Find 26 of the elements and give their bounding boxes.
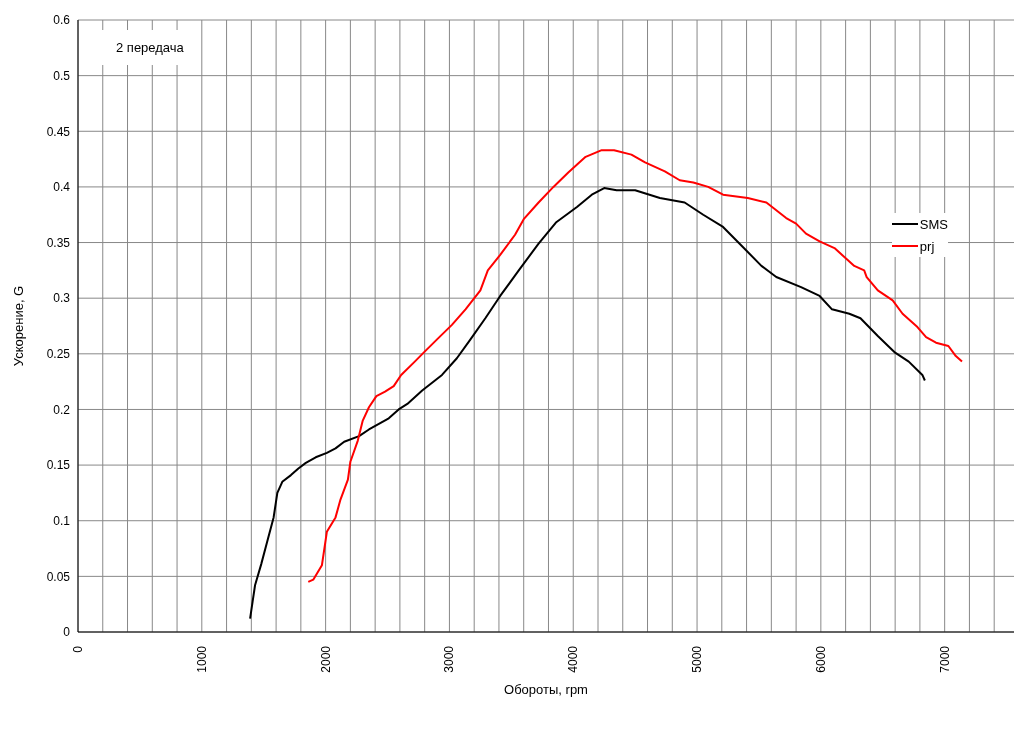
x-tick-label: 7000	[937, 645, 952, 673]
text: 2 передача	[100, 30, 200, 65]
x-tick-label: 3000	[442, 645, 457, 673]
x-tick-label: 6000	[813, 645, 828, 673]
y-tick-label: 0.2	[53, 402, 71, 417]
y-tick-label: 0.15	[46, 458, 71, 473]
y-tick-label: 0.6	[53, 13, 71, 28]
x-tick-label: 5000	[690, 645, 705, 673]
y-tick-label: 0.45	[46, 124, 71, 139]
legend-label: SMS	[919, 216, 948, 232]
y-tick-label: 0.3	[53, 291, 71, 306]
x-tick-label: 4000	[566, 645, 581, 673]
y-tick-label: 0.4	[53, 180, 71, 195]
y-tick-label: 0.05	[46, 569, 71, 584]
x-axis-title: Обороты, rpm	[504, 682, 588, 697]
x-tick-label: 2000	[318, 645, 333, 673]
y-tick-label: 0	[63, 625, 71, 640]
x-tick-label: 1000	[194, 645, 209, 673]
y-tick-label: 0.5	[53, 68, 71, 83]
y-tick-label: 0.25	[46, 347, 71, 362]
y-tick-label: 0.1	[53, 513, 71, 528]
y-tick-label: 0.35	[46, 235, 71, 250]
x-tick-label: 0	[71, 645, 85, 653]
line-series	[307, 149, 963, 583]
legend-label: prj	[919, 238, 935, 254]
y-axis-title: Ускорение, G	[10, 285, 26, 367]
